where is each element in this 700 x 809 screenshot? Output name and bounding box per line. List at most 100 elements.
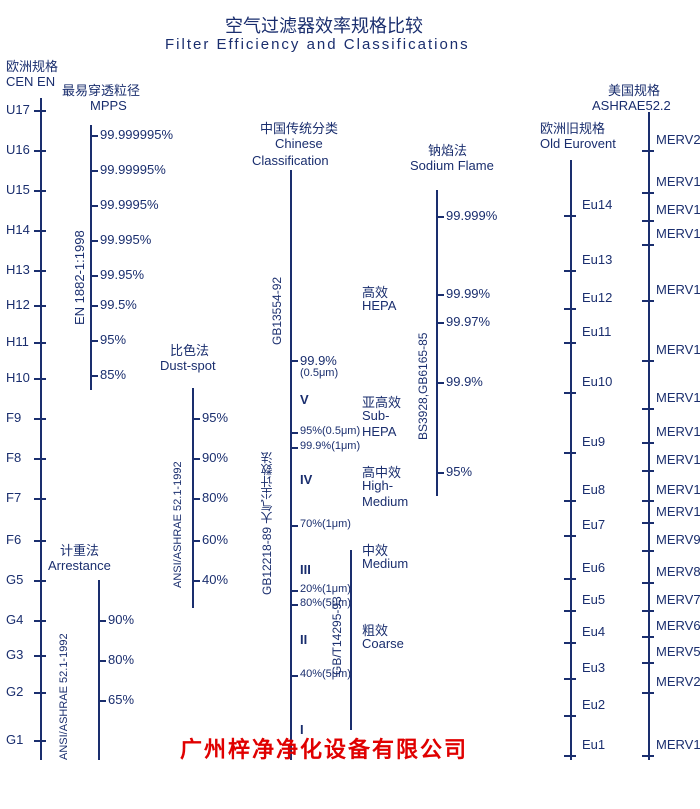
na-std: BS3928,GB6165-85 bbox=[416, 290, 430, 440]
us-grade: MERV8 bbox=[656, 564, 700, 579]
tick bbox=[436, 472, 444, 474]
cen-tick bbox=[34, 655, 46, 657]
ev-tick bbox=[564, 392, 576, 394]
cn-tick bbox=[290, 432, 298, 434]
cn-header-en2: Classification bbox=[252, 153, 329, 168]
cen-tick bbox=[34, 270, 46, 272]
us-grade: MERV2-4 bbox=[656, 674, 700, 689]
tick bbox=[436, 294, 444, 296]
tick-label: 99.99% bbox=[446, 286, 490, 301]
cn-seg-en: Medium bbox=[362, 556, 408, 571]
cn-tick bbox=[290, 675, 298, 677]
us-grade: MERV10 bbox=[656, 504, 700, 519]
mpps-std: EN 1882-1:1998 bbox=[72, 175, 87, 325]
us-grade: MERV20 bbox=[656, 132, 700, 147]
cen-grade: G4 bbox=[6, 612, 23, 627]
ev-tick bbox=[564, 678, 576, 680]
na-header-en: Sodium Flame bbox=[410, 158, 494, 173]
ev-grade: Eu10 bbox=[582, 374, 612, 389]
tick bbox=[90, 275, 98, 277]
ev-grade: Eu9 bbox=[582, 434, 605, 449]
cn-seg-en2: HEPA bbox=[362, 424, 396, 439]
cn-seg-en: High- bbox=[362, 478, 393, 493]
tick-label: 99.9% bbox=[446, 374, 483, 389]
cn-std1: GB13554-92 bbox=[270, 245, 284, 345]
tick-label: 95% bbox=[100, 332, 126, 347]
cn-seg-en2: Medium bbox=[362, 494, 408, 509]
us-tick bbox=[642, 300, 654, 302]
us-grade: MERV18 bbox=[656, 202, 700, 217]
us-grade: MERV14 bbox=[656, 390, 700, 405]
us-grade: MERV5 bbox=[656, 644, 700, 659]
tick bbox=[98, 700, 106, 702]
cen-grade: G2 bbox=[6, 684, 23, 699]
arr-axis bbox=[98, 580, 100, 760]
cn-seg-en: Coarse bbox=[362, 636, 404, 651]
cen-grade: U16 bbox=[6, 142, 30, 157]
us-grade: MERV12 bbox=[656, 452, 700, 467]
cen-tick bbox=[34, 498, 46, 500]
tick-label: 99.9995% bbox=[100, 197, 159, 212]
us-grade: MERV9 bbox=[656, 532, 700, 547]
ev-grade: Eu13 bbox=[582, 252, 612, 267]
us-grade: MERV16 bbox=[656, 282, 700, 297]
tick-label: 95% bbox=[446, 464, 472, 479]
cn-roman: III bbox=[300, 562, 311, 577]
tick bbox=[436, 216, 444, 218]
tick bbox=[192, 540, 200, 542]
arr-header-en: Arrestance bbox=[48, 558, 111, 573]
title-cn: 空气过滤器效率规格比较 bbox=[225, 12, 423, 38]
cn-tick bbox=[290, 447, 298, 449]
us-tick bbox=[642, 662, 654, 664]
us-tick bbox=[642, 470, 654, 472]
tick-label: 65% bbox=[108, 692, 134, 707]
cen-tick bbox=[34, 342, 46, 344]
mpps-header-cn: 最易穿透粒径 bbox=[62, 80, 140, 99]
cen-tick bbox=[34, 540, 46, 542]
cn-tick-label: 70%(1μm) bbox=[300, 518, 351, 530]
us-tick bbox=[642, 192, 654, 194]
tick-label: 99.995% bbox=[100, 232, 151, 247]
tick-label: 90% bbox=[108, 612, 134, 627]
tick bbox=[436, 322, 444, 324]
us-tick bbox=[642, 150, 654, 152]
cn-std3: GB/T14295-93 bbox=[330, 555, 344, 675]
cn-tick-sub: (0.5μm) bbox=[300, 367, 338, 379]
tick-label: 99.99995% bbox=[100, 162, 166, 177]
cen-tick bbox=[34, 580, 46, 582]
tick bbox=[90, 240, 98, 242]
ev-tick bbox=[564, 610, 576, 612]
ev-tick bbox=[564, 642, 576, 644]
cn-tick bbox=[290, 360, 298, 362]
cen-tick bbox=[34, 110, 46, 112]
cen-tick bbox=[34, 740, 46, 742]
cn-std2: GB12218-89 大气尘计数法 bbox=[258, 405, 275, 595]
cn-axis2 bbox=[350, 550, 352, 730]
cn-tick-label: 99.9% bbox=[300, 353, 337, 368]
arr-std: ANSI/ASHRAE 52.1-1992 bbox=[58, 590, 70, 760]
us-grade: MERV7 bbox=[656, 592, 700, 607]
cen-tick bbox=[34, 150, 46, 152]
cn-tick bbox=[290, 525, 298, 527]
tick-label: 80% bbox=[202, 490, 228, 505]
cn-seg-en: HEPA bbox=[362, 298, 396, 313]
mpps-header-en: MPPS bbox=[90, 98, 127, 113]
us-grade: MERV19 bbox=[656, 174, 700, 189]
cen-axis bbox=[40, 98, 42, 760]
cen-grade: F8 bbox=[6, 450, 21, 465]
tick-label: 99.95% bbox=[100, 267, 144, 282]
tick bbox=[90, 305, 98, 307]
us-grade: MERV6 bbox=[656, 618, 700, 633]
cen-grade: H13 bbox=[6, 262, 30, 277]
cn-tick bbox=[290, 604, 298, 606]
tick bbox=[90, 170, 98, 172]
us-tick bbox=[642, 522, 654, 524]
cen-grade: F6 bbox=[6, 532, 21, 547]
ev-tick bbox=[564, 578, 576, 580]
us-header-en: ASHRAE52.2 bbox=[592, 98, 671, 113]
tick bbox=[192, 458, 200, 460]
na-axis bbox=[436, 190, 438, 496]
ev-tick bbox=[564, 342, 576, 344]
us-grade: MERV15 bbox=[656, 342, 700, 357]
ev-header-cn: 欧洲旧规格 bbox=[540, 118, 605, 137]
